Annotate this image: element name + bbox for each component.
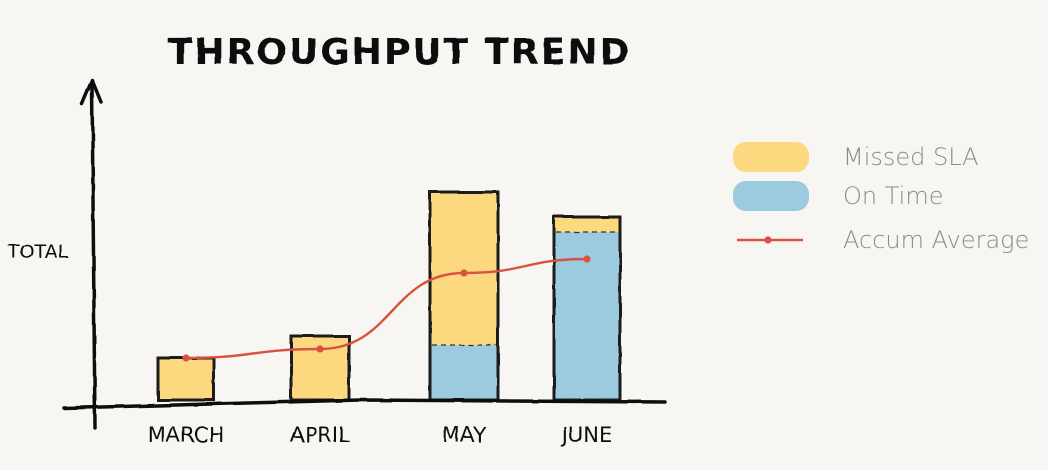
bar-on-time-may bbox=[430, 345, 498, 400]
accum-average-point-june bbox=[583, 255, 591, 263]
x-tick-label-june: JUNE bbox=[560, 423, 613, 447]
legend-swatch-point-accum-average bbox=[764, 236, 772, 244]
accum-average-point-april bbox=[316, 345, 324, 353]
legend: Missed SLA On Time Accum Average bbox=[733, 142, 1029, 254]
bar-missed-sla-march bbox=[158, 358, 214, 400]
accum-average-point-march bbox=[182, 354, 190, 362]
bar-missed-sla-june bbox=[554, 217, 620, 232]
axes bbox=[62, 78, 667, 430]
bar-missed-sla-may bbox=[430, 192, 498, 345]
average-line-group bbox=[182, 255, 591, 362]
legend-label-on-time: On Time bbox=[843, 182, 943, 210]
chart-title: THROUGHPUT TREND bbox=[168, 32, 632, 73]
x-axis bbox=[62, 398, 667, 410]
x-tick-label-april: APRIL bbox=[290, 423, 350, 447]
bars-group bbox=[156, 190, 622, 402]
legend-label-accum-average: Accum Average bbox=[843, 226, 1029, 254]
x-tick-labels: MARCH APRIL MAY JUNE bbox=[148, 423, 613, 447]
y-axis-arrowhead bbox=[80, 78, 103, 106]
legend-swatch-missed-sla bbox=[733, 142, 809, 172]
accum-average-line bbox=[184, 257, 589, 360]
accum-average-point-may bbox=[460, 269, 468, 277]
legend-label-missed-sla: Missed SLA bbox=[843, 143, 979, 171]
y-axis-label: TOTAL bbox=[7, 241, 69, 263]
legend-swatch-on-time bbox=[733, 181, 809, 211]
y-axis bbox=[90, 82, 97, 430]
x-tick-label-march: MARCH bbox=[148, 423, 224, 447]
x-tick-label-may: MAY bbox=[442, 423, 486, 447]
